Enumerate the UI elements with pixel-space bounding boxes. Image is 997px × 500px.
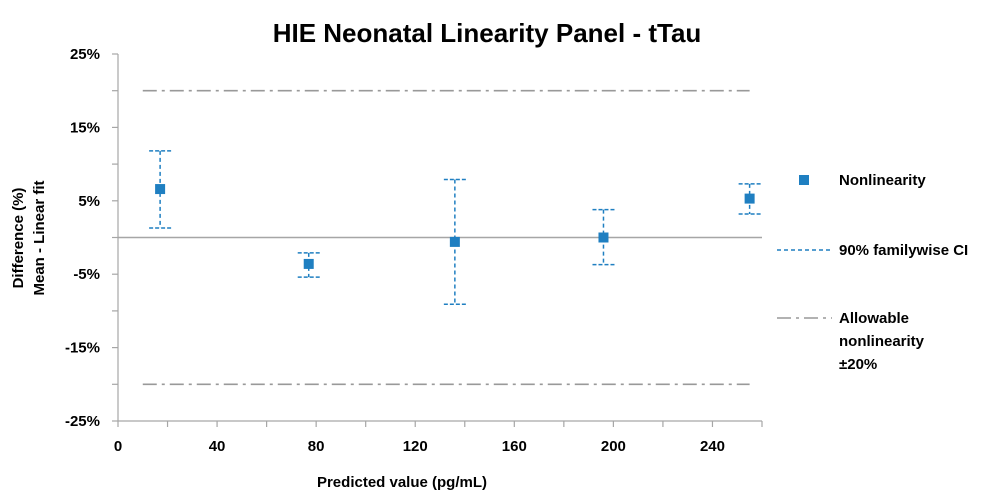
axes: 25% 15% 5% -5% -15% -25% 0 40 80 120 160 200 240 Pred… (10, 46, 763, 491)
chart-title: HIE Neonatal Linearity Panel - tTau (273, 18, 702, 48)
legend-item-ci: 90% familywise CI (777, 242, 968, 259)
legend-label-allowable-1: nonlinearity (839, 333, 925, 350)
data-point-3 (598, 232, 609, 243)
x-tick-label-0: 0 (114, 438, 122, 455)
legend-label-allowable-0: Allowable (839, 310, 909, 327)
x-axis-label: Predicted value (pg/mL) (317, 474, 487, 491)
legend-item-nonlinearity: Nonlinearity (799, 172, 926, 189)
x-tick-label-6: 240 (700, 438, 725, 455)
legend-label-nonlinearity-0: Nonlinearity (839, 172, 926, 189)
x-tick-label-4: 160 (502, 438, 527, 455)
legend-label-ci-0: 90% familywise CI (839, 242, 968, 259)
legend: Nonlinearity 90% familywise CI Allowable no… (777, 172, 968, 373)
data-point-2 (449, 236, 460, 247)
y-tick-label-0: 25% (70, 46, 100, 63)
y-axis-label-line-1: Mean - Linear fit (31, 180, 48, 295)
data-point-4 (744, 193, 755, 204)
y-tick-label-1: 15% (70, 119, 100, 136)
y-tick-label-2: 5% (78, 193, 100, 210)
legend-item-allowable: Allowable nonlinearity ±20% (777, 310, 925, 373)
legend-marker-nonlinearity (799, 175, 809, 185)
x-tick-label-2: 80 (308, 438, 325, 455)
y-tick-label-3: -5% (73, 266, 100, 283)
y-tick-label-5: -25% (65, 413, 100, 430)
y-axis-label: Difference (%) Mean - Linear fit (10, 180, 48, 295)
data-point-0 (155, 184, 166, 195)
y-tick-label-4: -15% (65, 340, 100, 357)
plot-area (118, 89, 762, 386)
legend-label-allowable-2: ±20% (839, 356, 877, 373)
x-tick-label-1: 40 (209, 438, 226, 455)
y-axis-label-line-0: Difference (%) (10, 188, 27, 289)
x-tick-label-3: 120 (403, 438, 428, 455)
x-tick-label-5: 200 (601, 438, 626, 455)
data-point-1 (303, 258, 314, 269)
